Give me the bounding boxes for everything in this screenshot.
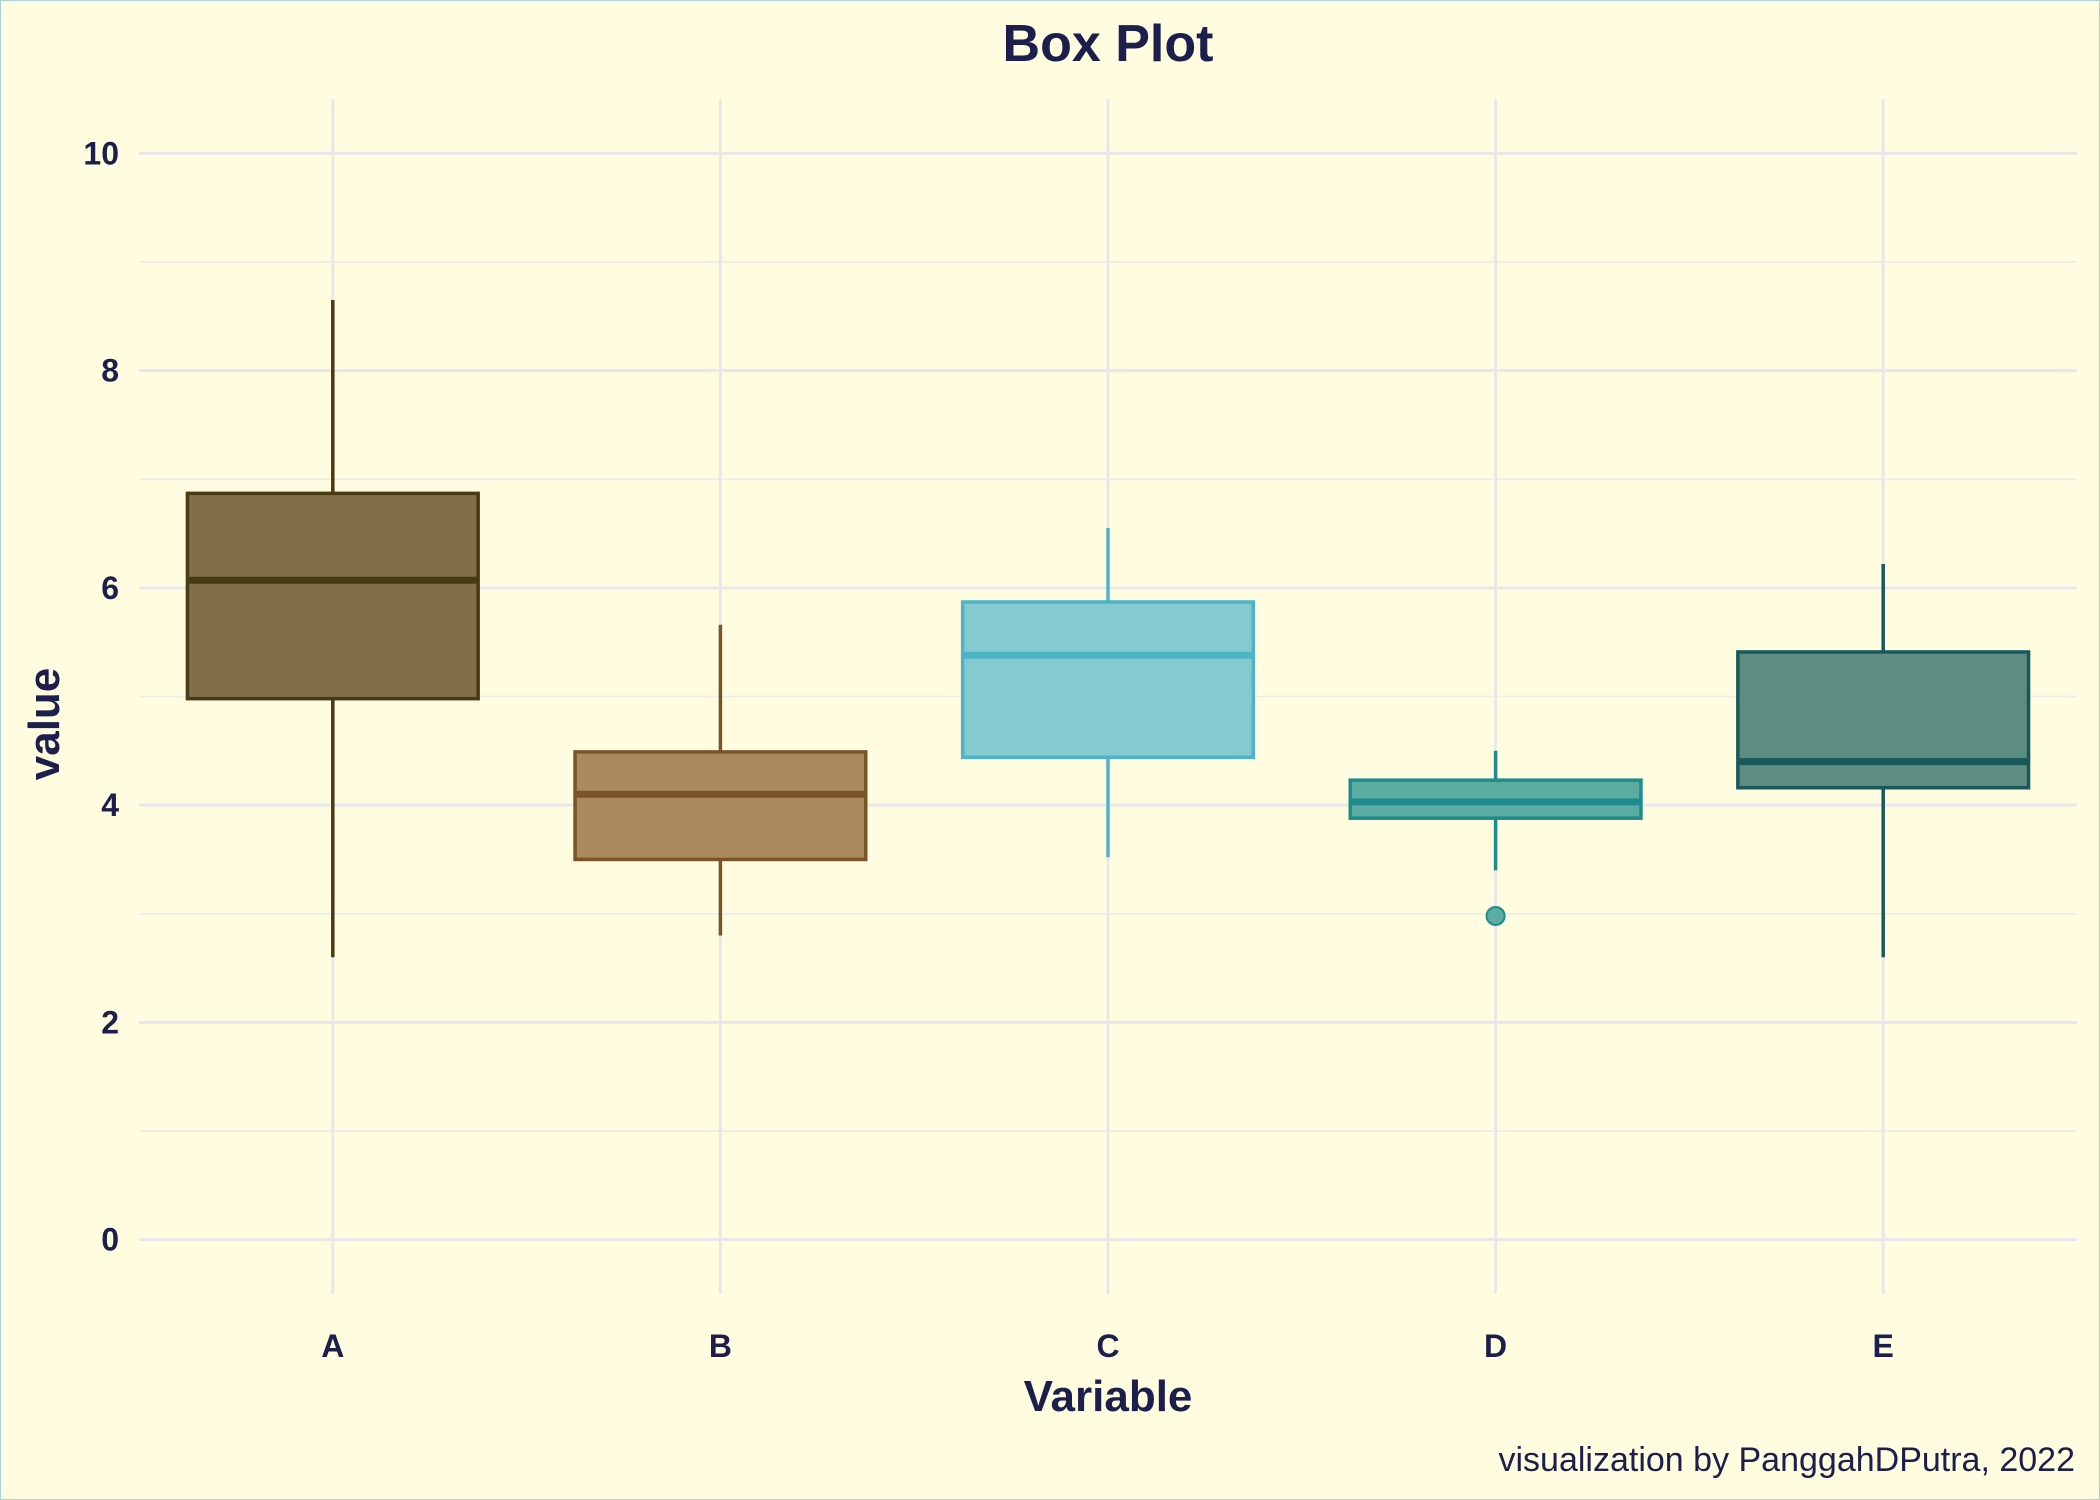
box-b bbox=[573, 624, 868, 936]
x-tick-label: A bbox=[321, 1328, 344, 1364]
iqr-box bbox=[1736, 650, 2031, 790]
x-axis-title: Variable bbox=[1024, 1372, 1193, 1421]
chart-title: Box Plot bbox=[1003, 15, 1214, 73]
box-c bbox=[960, 528, 1256, 858]
y-tick-label: 4 bbox=[101, 787, 119, 823]
y-axis-ticks: 0 2 4 6 8 10 bbox=[83, 135, 119, 1257]
y-tick-label: 2 bbox=[101, 1004, 119, 1040]
boxes bbox=[185, 299, 2031, 958]
y-tick-label: 10 bbox=[83, 135, 119, 171]
box-a bbox=[185, 299, 480, 958]
box-d bbox=[1348, 750, 1643, 926]
y-tick-label: 6 bbox=[101, 570, 119, 606]
iqr-box bbox=[960, 600, 1256, 760]
box-e bbox=[1736, 563, 2031, 958]
x-tick-label: E bbox=[1873, 1328, 1894, 1364]
x-tick-label: D bbox=[1484, 1328, 1507, 1364]
caption: visualization by PanggahDPutra, 2022 bbox=[1499, 1441, 2076, 1479]
outlier-point bbox=[1485, 905, 1506, 926]
y-tick-label: 8 bbox=[101, 353, 119, 389]
x-tick-label: B bbox=[709, 1328, 732, 1364]
x-axis-ticks: A B C D E bbox=[321, 1328, 1894, 1364]
iqr-box bbox=[185, 491, 480, 701]
y-axis-title: value bbox=[20, 668, 69, 781]
iqr-box bbox=[573, 750, 868, 862]
x-tick-label: C bbox=[1096, 1328, 1119, 1364]
y-tick-label: 0 bbox=[101, 1222, 119, 1258]
